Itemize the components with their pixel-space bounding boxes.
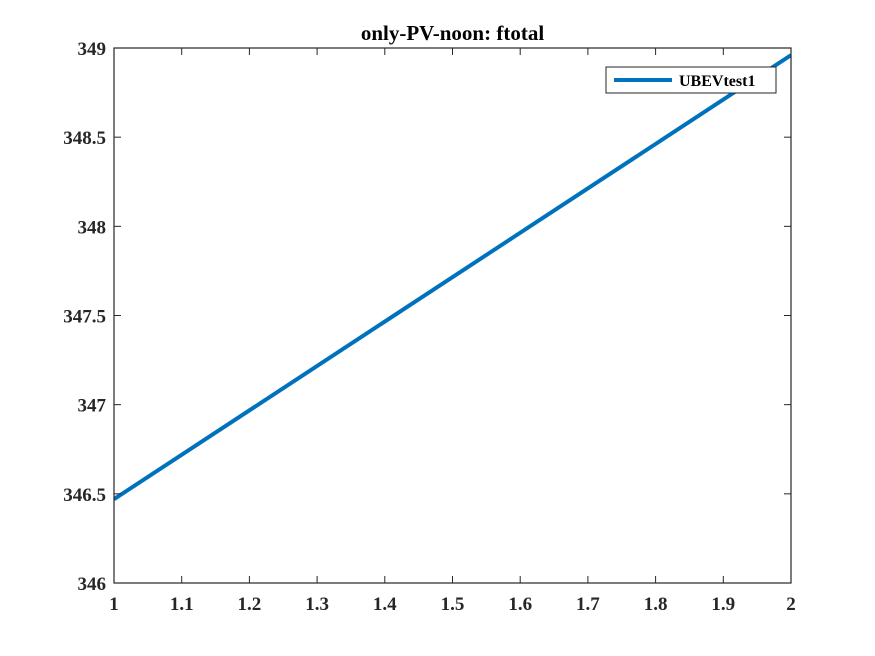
plot-background <box>114 48 791 583</box>
x-tick-label: 1.3 <box>305 594 329 615</box>
series-line-ubevtest1 <box>114 53 791 501</box>
y-tick-label: 348.5 <box>63 128 106 149</box>
x-tick-label: 1.5 <box>441 594 465 615</box>
y-tick-label: 346.5 <box>63 485 106 506</box>
y-tick-label: 346 <box>78 574 107 595</box>
x-tick-label: 1.1 <box>170 594 194 615</box>
y-tick-label: 348 <box>78 217 107 238</box>
x-tick-label: 2 <box>786 594 796 615</box>
x-tick-label: 1.2 <box>238 594 262 615</box>
x-tick-label: 1.7 <box>576 594 600 615</box>
y-axis: 346 346.5 347 347.5 348 348.5 349 <box>63 39 791 595</box>
y-tick-label: 347.5 <box>63 307 106 328</box>
x-tick-label: 1.9 <box>711 594 735 615</box>
chart-title: only-PV-noon: ftotal <box>361 21 545 45</box>
y-tick-label: 347 <box>78 396 107 417</box>
x-tick-label: 1 <box>109 594 119 615</box>
x-tick-label: 1.6 <box>508 594 532 615</box>
legend-label-ubevtest1: UBEVtest1 <box>679 73 755 90</box>
y-tick-label: 349 <box>78 39 107 60</box>
x-tick-label: 1.4 <box>373 594 397 615</box>
x-tick-label: 1.8 <box>644 594 668 615</box>
plot-area <box>113 47 792 584</box>
legend: UBEVtest1 <box>605 66 777 94</box>
x-axis: 1 1.1 1.2 1.3 1.4 1.5 1.6 1.7 1.8 1.9 2 <box>109 48 796 615</box>
